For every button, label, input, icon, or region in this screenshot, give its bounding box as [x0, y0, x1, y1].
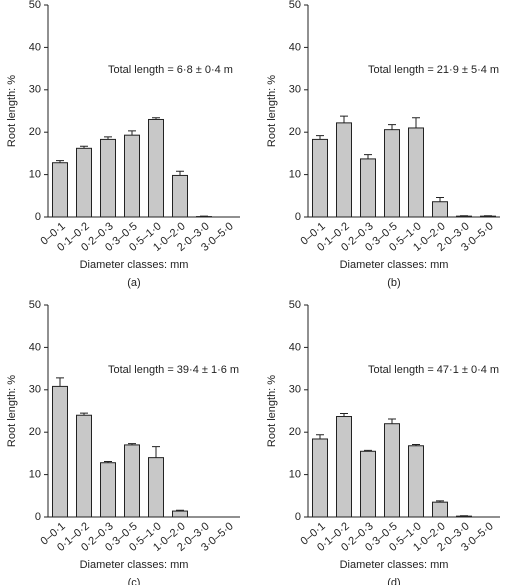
bar	[432, 501, 448, 518]
y-tick-label: 40	[289, 41, 301, 53]
bar	[456, 515, 472, 518]
y-axis-label: Root length: %	[266, 75, 278, 147]
bar	[148, 457, 164, 518]
y-axis-label: Root length: %	[6, 75, 18, 147]
bar	[76, 147, 92, 218]
y-tick-label: 30	[29, 84, 41, 96]
y-tick-label: 40	[29, 341, 41, 353]
error-bar	[128, 130, 136, 136]
bar	[384, 423, 400, 518]
error-bar	[56, 160, 64, 163]
panel-label: (a)	[127, 277, 140, 289]
bar	[384, 129, 400, 218]
error-bar	[56, 377, 64, 387]
x-axis-label: Diameter classes: mm	[80, 559, 189, 571]
error-bar	[340, 115, 348, 123]
y-tick-label: 40	[29, 41, 41, 53]
bar	[408, 445, 424, 518]
bar	[124, 134, 140, 218]
bar	[312, 138, 328, 218]
bar	[312, 438, 328, 518]
y-tick-label: 30	[289, 384, 301, 396]
error-bar	[152, 446, 160, 458]
y-tick-label: 30	[289, 84, 301, 96]
error-bar	[436, 500, 444, 503]
error-bar	[104, 136, 112, 140]
y-tick-label: 50	[289, 0, 301, 11]
bar	[76, 414, 92, 518]
bar	[172, 510, 188, 518]
bar	[148, 118, 164, 218]
bar	[360, 158, 376, 218]
annotation: Total length = 6·8 ± 0·4 m	[108, 64, 233, 76]
annotation: Total length = 21·9 ± 5·4 m	[368, 64, 499, 76]
error-bar	[364, 449, 372, 452]
error-bar	[176, 509, 184, 512]
bar	[432, 201, 448, 218]
y-axis-label: Root length: %	[6, 375, 18, 447]
error-bar	[128, 443, 136, 445]
error-bar	[152, 117, 160, 120]
bar	[100, 138, 116, 218]
error-bar	[412, 443, 420, 446]
y-tick-label: 10	[289, 169, 301, 181]
y-axis-label: Root length: %	[266, 375, 278, 447]
bar	[408, 127, 424, 218]
y-tick-label: 40	[289, 341, 301, 353]
panel-label: (c)	[128, 577, 141, 585]
bar	[52, 385, 68, 518]
y-tick-label: 30	[29, 384, 41, 396]
error-bar	[388, 418, 396, 424]
error-bar	[412, 117, 420, 128]
y-tick-label: 50	[289, 299, 301, 311]
panel-label: (b)	[387, 277, 400, 289]
error-bar	[80, 412, 88, 416]
x-axis-label: Diameter classes: mm	[80, 259, 189, 271]
bar	[52, 162, 68, 218]
bar	[172, 174, 188, 218]
y-tick-label: 50	[29, 299, 41, 311]
error-bar	[104, 460, 112, 463]
bar	[336, 416, 352, 518]
y-tick-label: 20	[289, 126, 301, 138]
y-tick-label: 20	[289, 426, 301, 438]
bar	[336, 122, 352, 218]
error-bar	[316, 434, 324, 439]
y-tick-label: 10	[29, 469, 41, 481]
x-axis-label: Diameter classes: mm	[340, 259, 449, 271]
error-bar	[436, 196, 444, 202]
bar	[360, 450, 376, 518]
error-bar	[364, 154, 372, 159]
y-tick-label: 50	[29, 0, 41, 11]
annotation: Total length = 47·1 ± 0·4 m	[368, 364, 499, 376]
y-tick-label: 0	[35, 211, 41, 223]
y-tick-label: 20	[29, 126, 41, 138]
error-bar	[316, 135, 324, 140]
error-bar	[388, 124, 396, 130]
y-tick-label: 0	[35, 511, 41, 523]
error-bar	[340, 413, 348, 417]
bar	[480, 215, 496, 218]
y-tick-label: 0	[295, 211, 301, 223]
y-tick-label: 0	[295, 511, 301, 523]
bar	[456, 215, 472, 218]
error-bar	[176, 170, 184, 176]
annotation: Total length = 39·4 ± 1·6 m	[108, 364, 239, 376]
bar	[100, 462, 116, 518]
y-tick-label: 10	[29, 169, 41, 181]
error-bar	[80, 145, 88, 149]
y-tick-label: 20	[29, 426, 41, 438]
y-tick-label: 10	[289, 469, 301, 481]
bar	[124, 444, 140, 518]
x-axis-label: Diameter classes: mm	[340, 559, 449, 571]
panel-label: (d)	[387, 577, 400, 585]
